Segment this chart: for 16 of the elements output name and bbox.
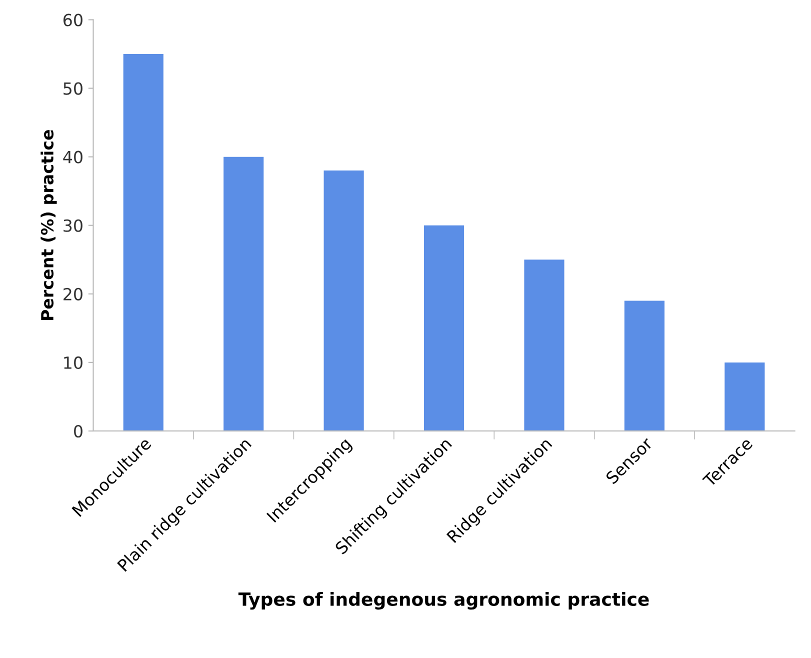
bar xyxy=(424,225,464,431)
bar xyxy=(324,170,364,431)
y-tick-label: 60 xyxy=(64,14,82,26)
y-tick-label: 0 xyxy=(74,424,82,438)
y-tick-label: 20 xyxy=(64,288,82,300)
y-tick-label: 30 xyxy=(64,219,82,232)
bar xyxy=(624,300,664,431)
y-tick-label: 50 xyxy=(64,82,82,95)
y-tick-label: 10 xyxy=(64,356,82,370)
bar xyxy=(123,54,164,431)
x-axis-title: Types of indegenous agronomic practice xyxy=(238,592,649,610)
y-tick-label: 40 xyxy=(63,150,82,164)
bar xyxy=(524,260,564,431)
y-axis-title: Percent (%) practice xyxy=(40,130,57,320)
bar xyxy=(724,362,765,431)
bar xyxy=(224,156,264,431)
